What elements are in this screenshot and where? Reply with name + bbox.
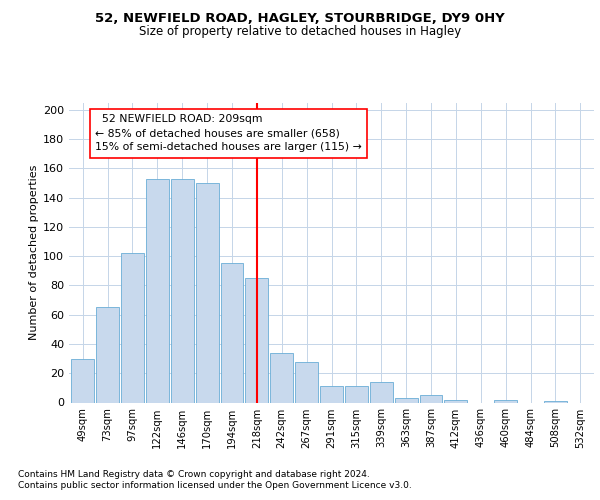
- Bar: [370, 382, 393, 402]
- Bar: [96, 308, 119, 402]
- Y-axis label: Number of detached properties: Number of detached properties: [29, 165, 39, 340]
- Text: 52, NEWFIELD ROAD, HAGLEY, STOURBRIDGE, DY9 0HY: 52, NEWFIELD ROAD, HAGLEY, STOURBRIDGE, …: [95, 12, 505, 26]
- Bar: [445, 400, 467, 402]
- Bar: [345, 386, 368, 402]
- Bar: [71, 358, 94, 403]
- Bar: [245, 278, 268, 402]
- Bar: [196, 183, 218, 402]
- Bar: [171, 178, 194, 402]
- Bar: [295, 362, 318, 403]
- Text: Size of property relative to detached houses in Hagley: Size of property relative to detached ho…: [139, 25, 461, 38]
- Bar: [270, 352, 293, 403]
- Text: 52 NEWFIELD ROAD: 209sqm
← 85% of detached houses are smaller (658)
15% of semi-: 52 NEWFIELD ROAD: 209sqm ← 85% of detach…: [95, 114, 362, 152]
- Text: Contains public sector information licensed under the Open Government Licence v3: Contains public sector information licen…: [18, 481, 412, 490]
- Bar: [121, 253, 144, 402]
- Bar: [544, 401, 567, 402]
- Bar: [320, 386, 343, 402]
- Bar: [419, 395, 442, 402]
- Bar: [146, 178, 169, 402]
- Bar: [494, 400, 517, 402]
- Bar: [395, 398, 418, 402]
- Bar: [221, 264, 244, 402]
- Text: Contains HM Land Registry data © Crown copyright and database right 2024.: Contains HM Land Registry data © Crown c…: [18, 470, 370, 479]
